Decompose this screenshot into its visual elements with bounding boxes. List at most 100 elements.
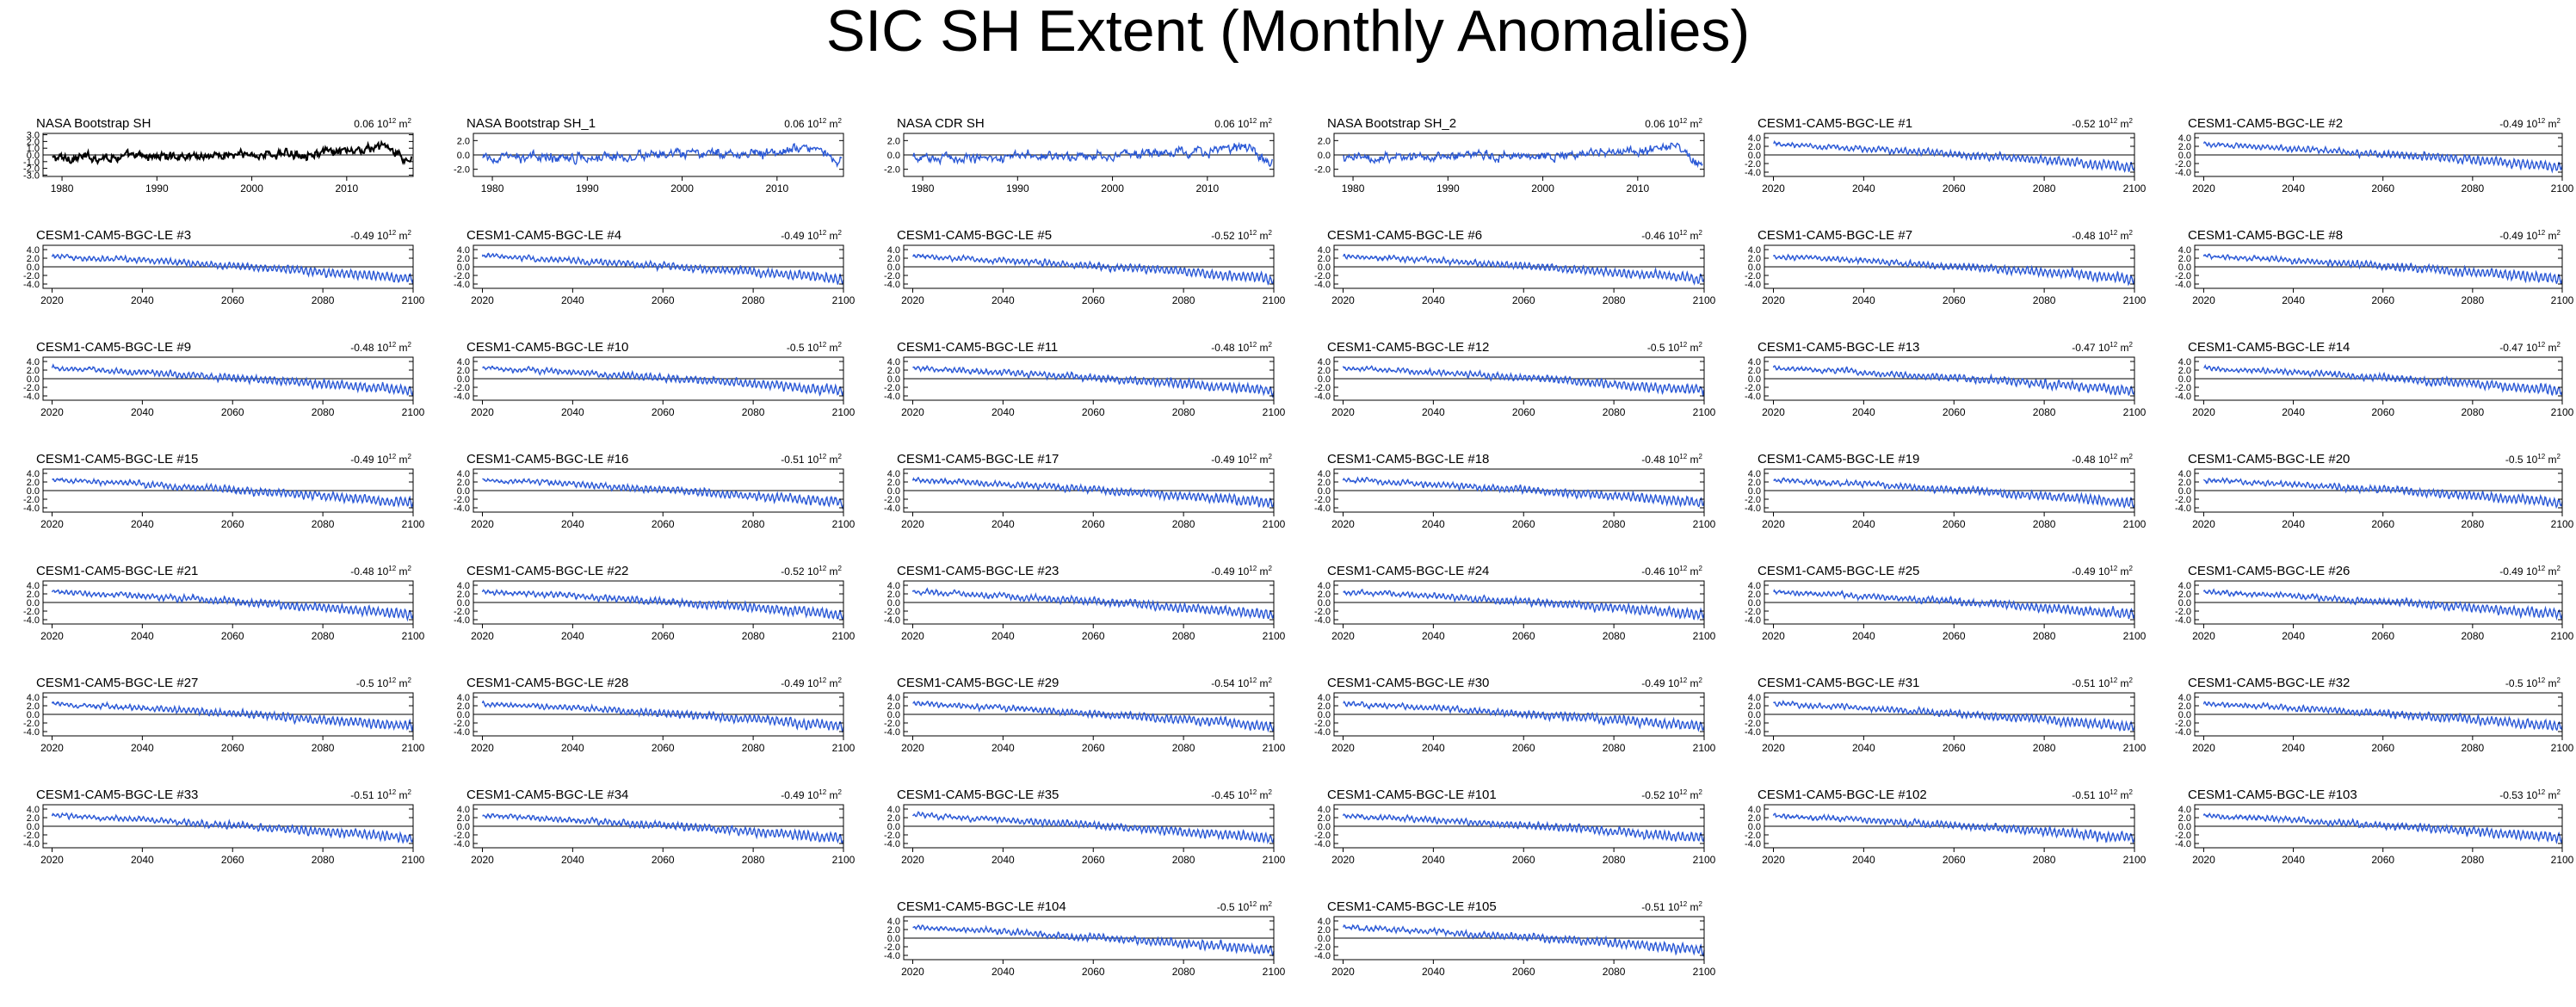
y-tick-label: 0.0: [1318, 263, 1331, 273]
y-tick-label: 4.0: [887, 917, 900, 927]
x-tick-label: 2020: [1331, 966, 1355, 978]
y-tick-label: -4.0: [1314, 280, 1331, 290]
panel-title: CESM1-CAM5-BGC-LE #7: [1757, 228, 1912, 243]
y-tick-label: -2.0: [1314, 719, 1331, 729]
x-tick-label: 2040: [1422, 854, 1445, 866]
x-tick-label: 2060: [2371, 182, 2394, 195]
y-tick-label: 0.0: [1318, 374, 1331, 385]
panel-trend-label: -0.49 1012 m2: [2499, 117, 2561, 130]
y-tick-label: 4.0: [27, 693, 40, 703]
x-tick-label: 2020: [40, 518, 64, 530]
x-tick-label: 2100: [832, 742, 856, 754]
x-tick-label: 2020: [2192, 742, 2215, 754]
panel-title: CESM1-CAM5-BGC-LE #1: [1757, 116, 1912, 131]
y-tick-label: 2.0: [887, 701, 900, 712]
panel-title: CESM1-CAM5-BGC-LE #24: [1327, 564, 1489, 578]
x-tick-label: 2100: [2123, 742, 2147, 754]
x-tick-label: 2080: [2462, 406, 2485, 418]
y-tick-label: -2.0: [2175, 383, 2191, 393]
x-tick-label: 2060: [1082, 294, 1105, 306]
panel-trend-label: -0.52 1012 m2: [1211, 229, 1272, 242]
x-tick-label: 2040: [1422, 518, 1445, 530]
y-tick-label: 0.0: [457, 822, 470, 832]
x-tick-label: 2080: [742, 854, 765, 866]
series-line: [52, 477, 414, 509]
x-tick-label: 2040: [561, 294, 584, 306]
panel-title: CESM1-CAM5-BGC-LE #23: [897, 564, 1059, 578]
x-tick-label: 2060: [1943, 294, 1966, 306]
x-tick-label: 2060: [221, 294, 244, 306]
y-tick-label: -4.0: [1314, 504, 1331, 514]
panel-title: CESM1-CAM5-BGC-LE #26: [2188, 564, 2350, 578]
x-tick-label: 2060: [652, 518, 675, 530]
series-line: [482, 143, 843, 168]
y-tick-label: 0.0: [2178, 822, 2191, 832]
x-tick-label: 2100: [832, 294, 856, 306]
y-tick-label: -4.0: [884, 951, 900, 961]
y-tick-label: 2.0: [2178, 813, 2191, 824]
x-tick-label: 2060: [652, 742, 675, 754]
panel-title: CESM1-CAM5-BGC-LE #30: [1327, 676, 1489, 690]
panel-12: CESM1-CAM5-BGC-LE #8 -0.49 1012 m2 4.02.00…: [2175, 228, 2574, 306]
panel-title: CESM1-CAM5-BGC-LE #33: [36, 788, 198, 802]
x-tick-label: 2060: [652, 294, 675, 306]
series-line: [2202, 812, 2563, 844]
x-tick-label: 2080: [312, 854, 335, 866]
x-tick-label: 2040: [2282, 294, 2305, 306]
x-tick-label: 2080: [1172, 518, 1195, 530]
y-tick-label: 4.0: [1748, 133, 1761, 144]
panel-title: CESM1-CAM5-BGC-LE #103: [2188, 788, 2357, 802]
panel-35: CESM1-CAM5-BGC-LE #31 -0.51 1012 m2 4.02.0…: [1745, 676, 2147, 754]
y-tick-label: 4.0: [2178, 805, 2191, 815]
x-tick-label: 2060: [221, 630, 244, 642]
x-tick-label: 2060: [2371, 854, 2394, 866]
y-tick-label: 0.0: [1748, 263, 1761, 273]
x-tick-label: 2080: [1603, 518, 1626, 530]
panel-43: CESM1-CAM5-BGC-LE #104 -0.5 1012 m2 4.02.0…: [884, 899, 1286, 978]
panel-trend-label: -0.48 1012 m2: [1641, 453, 1702, 466]
y-tick-label: -4.0: [23, 504, 40, 514]
panel-30: CESM1-CAM5-BGC-LE #26 -0.49 1012 m2 4.02.0…: [2175, 564, 2574, 642]
panel-26: CESM1-CAM5-BGC-LE #22 -0.52 1012 m2 4.02.0…: [454, 564, 856, 642]
y-tick-label: 4.0: [1748, 357, 1761, 368]
panel-trend-label: 0.06 1012 m2: [354, 117, 411, 130]
x-tick-label: 2080: [312, 294, 335, 306]
panel-trend-label: -0.5 1012 m2: [1217, 900, 1273, 913]
y-tick-label: -2.0: [2175, 495, 2191, 505]
y-tick-label: 0.0: [1748, 374, 1761, 385]
x-tick-label: 2020: [901, 406, 924, 418]
y-tick-label: 2.0: [1748, 813, 1761, 824]
series-line: [51, 363, 414, 397]
series-line: [2202, 701, 2563, 732]
y-tick-label: 0.0: [1318, 151, 1331, 161]
x-tick-label: 2080: [2462, 742, 2485, 754]
x-tick-label: 2080: [1603, 406, 1626, 418]
x-tick-label: 2000: [1531, 182, 1554, 195]
y-tick-label: 2.0: [27, 478, 40, 488]
panel-37: CESM1-CAM5-BGC-LE #33 -0.51 1012 m2 4.02.0…: [23, 788, 425, 866]
y-tick-label: -2.0: [884, 607, 900, 617]
y-tick-label: -2.0: [23, 831, 40, 841]
x-tick-label: 2060: [1082, 854, 1105, 866]
y-tick-label: 2.0: [27, 590, 40, 600]
panel-15: CESM1-CAM5-BGC-LE #11 -0.48 1012 m2 4.02.0…: [884, 340, 1286, 418]
series-line: [911, 587, 1275, 620]
y-tick-label: 0.0: [2178, 486, 2191, 497]
y-tick-label: 1.0: [27, 144, 40, 154]
x-tick-label: 1980: [51, 182, 74, 195]
series-line: [912, 141, 1273, 168]
y-tick-label: 4.0: [887, 469, 900, 479]
y-tick-label: 2.0: [1318, 478, 1331, 488]
y-tick-label: 4.0: [1318, 357, 1331, 368]
panel-title: CESM1-CAM5-BGC-LE #6: [1327, 228, 1482, 243]
panel-44: CESM1-CAM5-BGC-LE #105 -0.51 1012 m2 4.02.…: [1314, 899, 1716, 978]
series-line: [1772, 700, 2135, 732]
y-tick-label: 4.0: [1748, 581, 1761, 591]
series-line: [482, 477, 844, 510]
y-tick-label: -2.0: [1745, 607, 1761, 617]
y-tick-label: 2.0: [27, 254, 40, 264]
y-tick-label: -2.0: [454, 271, 470, 281]
panel-title: CESM1-CAM5-BGC-LE #5: [897, 228, 1052, 243]
x-tick-label: 2040: [1852, 854, 1875, 866]
y-tick-label: 0.0: [1748, 598, 1761, 609]
